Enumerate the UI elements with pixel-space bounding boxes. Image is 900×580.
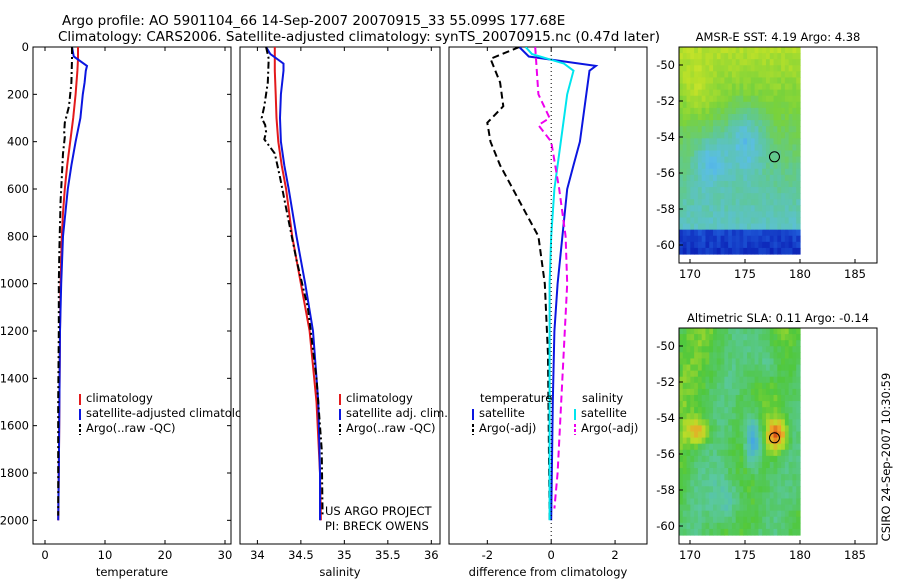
series-group <box>57 47 89 521</box>
legend-label: Argo(..raw -QC) <box>346 421 436 435</box>
y-tick-label: -52 <box>656 94 675 108</box>
legend-label: satellite <box>479 406 525 420</box>
salinity-axes: 34 34.5 35 35.5 36 salinity climatologysatelli… <box>239 46 448 579</box>
series-line-satellite-adjusted-climatology <box>57 47 89 521</box>
x-tick-label: 35 <box>337 548 352 562</box>
map-border <box>678 327 878 545</box>
y-tick-label: 600 <box>7 182 29 196</box>
y-tick-label: -52 <box>656 375 675 389</box>
x-axis-label: salinity <box>319 565 360 579</box>
x-tick-label: 36 <box>424 548 439 562</box>
y-tick-label: -54 <box>656 130 675 144</box>
y-tick-label: 2000 <box>0 513 29 527</box>
y-tick-label: -58 <box>656 483 675 497</box>
plot-frame <box>239 46 441 545</box>
y-tick-label: 0 <box>22 40 29 54</box>
map-title: AMSR-E SST: 4.19 Argo: 4.38 <box>696 30 861 44</box>
temperature-axes: 0 10 20 30 0 200 400 600 800 1000 1200 1400 1600 1800… <box>0 40 256 579</box>
x-tick-label: 185 <box>844 267 866 281</box>
x-tick-label: 20 <box>158 548 173 562</box>
y-tick-label: 1000 <box>0 277 29 291</box>
y-tick-label: 400 <box>7 135 29 149</box>
y-tick-label: 1800 <box>0 466 29 480</box>
y-tick-label: 1600 <box>0 419 29 433</box>
x-tick-label: 2 <box>611 548 618 562</box>
legend-label: Argo(-adj) <box>479 421 536 435</box>
y-tick-label: 1400 <box>0 371 29 385</box>
x-tick-label: 180 <box>789 267 811 281</box>
figure-title-line2: Climatology: CARS2006. Satellite-adjuste… <box>58 29 661 45</box>
series-group <box>486 47 599 521</box>
sst-map-axes: 170 175 180 185 -50 -52 -54 -56 -58 -60 AMSR-E SST… <box>656 30 878 281</box>
x-axis-label: difference from climatology <box>469 565 628 579</box>
x-tick-label: 185 <box>844 548 866 562</box>
series-group <box>260 47 324 521</box>
x-tick-label: 0 <box>548 548 555 562</box>
x-tick-label: 170 <box>679 548 701 562</box>
argo-position-marker <box>768 151 780 163</box>
figure-title-line1: Argo profile: AO 5901104_66 14-Sep-2007 … <box>62 13 566 29</box>
x-tick-label: -2 <box>482 548 493 562</box>
series-line-argo-adj-temperature- <box>486 47 551 521</box>
difference-axes: -2 0 2 difference from climatology temperatu… <box>448 46 648 579</box>
x-tick-label: 175 <box>734 548 756 562</box>
series-line-satellite-salinity- <box>524 47 575 521</box>
x-tick-label: 170 <box>679 267 701 281</box>
y-tick-label: -56 <box>656 166 675 180</box>
y-tick-label: 200 <box>7 87 29 101</box>
project-credit: US ARGO PROJECT <box>325 504 432 518</box>
x-tick-label: 34 <box>250 548 265 562</box>
legend-heading: salinity <box>582 391 623 405</box>
legend-label: satellite <box>581 406 627 420</box>
y-tick-label: -54 <box>656 411 675 425</box>
legend-label: climatology <box>86 391 153 405</box>
x-tick-label: 34.5 <box>288 548 314 562</box>
legend-label: satellite-adjusted climatology <box>86 406 256 420</box>
series-line-climatology <box>273 47 322 521</box>
x-tick-label: 35.5 <box>375 548 401 562</box>
map-title: Altimetric SLA: 0.11 Argo: -0.14 <box>687 311 869 325</box>
series-line-argo-raw-qc- <box>260 47 324 516</box>
y-tick-label: -56 <box>656 447 675 461</box>
legend-label: Argo(-adj) <box>581 421 638 435</box>
map-image <box>679 47 801 255</box>
series-line-satellite-temperature- <box>518 47 599 521</box>
y-tick-label: -60 <box>656 238 675 252</box>
y-tick-label: -50 <box>656 339 675 353</box>
y-tick-label: -50 <box>656 58 675 72</box>
x-tick-label: 30 <box>218 548 233 562</box>
legend-label: satellite adj. clim. <box>346 406 448 420</box>
argo-position-marker <box>768 432 780 444</box>
y-tick-label: 800 <box>7 229 29 243</box>
x-tick-label: 175 <box>734 267 756 281</box>
y-tick-label: 1200 <box>0 324 29 338</box>
y-tick-label: -60 <box>656 519 675 533</box>
sla-map-axes: 170 175 180 185 -50 -52 -54 -56 -58 -60 Altimetric… <box>656 311 878 562</box>
legend-heading: temperature <box>480 391 552 405</box>
map-border <box>678 46 878 264</box>
series-line-argo-raw-qc- <box>57 47 73 516</box>
map-image <box>679 328 801 536</box>
plot-frame <box>32 46 232 545</box>
x-axis-label: temperature <box>96 565 168 579</box>
pi-credit: PI: BRECK OWENS <box>325 519 429 533</box>
x-tick-label: 10 <box>98 548 113 562</box>
plot-frame <box>448 46 648 545</box>
x-tick-label: 0 <box>41 548 48 562</box>
legend-label: climatology <box>346 391 413 405</box>
timestamp-stamp: CSIRO 24-Sep-2007 10:30:59 <box>879 372 893 542</box>
y-tick-label: -58 <box>656 202 675 216</box>
x-tick-label: 180 <box>789 548 811 562</box>
legend-label: Argo(..raw -QC) <box>86 421 176 435</box>
